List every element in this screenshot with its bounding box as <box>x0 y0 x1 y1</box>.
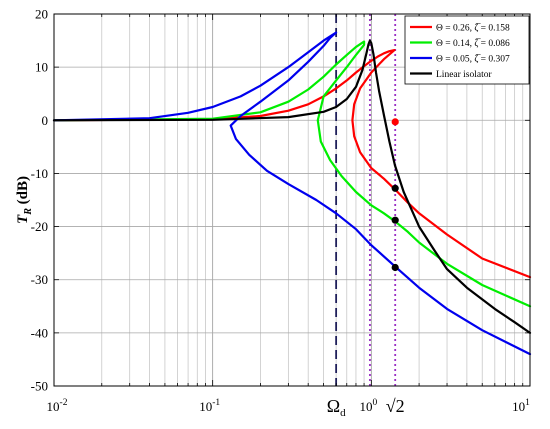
legend-entry: Linear isolator <box>436 70 492 80</box>
axis-ticks <box>53 13 530 387</box>
sqrt2-label: √2 <box>386 396 405 416</box>
y-tick-label: -50 <box>31 379 48 394</box>
legend-entry: Θ = 0.05, ζ̅ = 0.307 <box>436 54 510 65</box>
x-tick-label: 10-1 <box>199 398 220 414</box>
y-tick-label: 20 <box>35 7 48 22</box>
data-point-marker <box>391 263 399 272</box>
y-tick-label: -40 <box>31 325 48 340</box>
y-tick-label: -10 <box>31 166 48 181</box>
marker-group <box>391 118 399 272</box>
series-line-1 <box>52 48 532 279</box>
data-point-marker <box>391 216 399 224</box>
x-tick-label: 10-2 <box>47 398 68 414</box>
series-line-4 <box>52 39 532 334</box>
omega-d-label: Ωd <box>327 396 346 419</box>
y-axis-title: TR (dB) <box>15 176 34 224</box>
y-tick-label: 10 <box>35 60 48 75</box>
x-tick-label: 100 <box>359 398 377 414</box>
series-group <box>52 31 532 356</box>
plot-frame <box>53 13 531 387</box>
y-tick-label: 0 <box>42 113 49 128</box>
series-line-2 <box>52 40 532 308</box>
x-tick-label: 101 <box>512 398 530 414</box>
data-point-marker <box>391 118 399 126</box>
y-tick-label: -20 <box>31 219 48 234</box>
legend-entry: Θ = 0.14, ζ̅ = 0.086 <box>436 38 510 49</box>
y-tick-label: -30 <box>31 272 48 287</box>
series-line-3 <box>52 31 532 356</box>
legend: Θ = 0.26, ζ̅ = 0.158 Θ = 0.14, ζ̅ = 0.086… <box>404 15 530 85</box>
data-point-marker <box>391 184 399 192</box>
legend-entry: Θ = 0.26, ζ̅ = 0.158 <box>436 23 510 34</box>
